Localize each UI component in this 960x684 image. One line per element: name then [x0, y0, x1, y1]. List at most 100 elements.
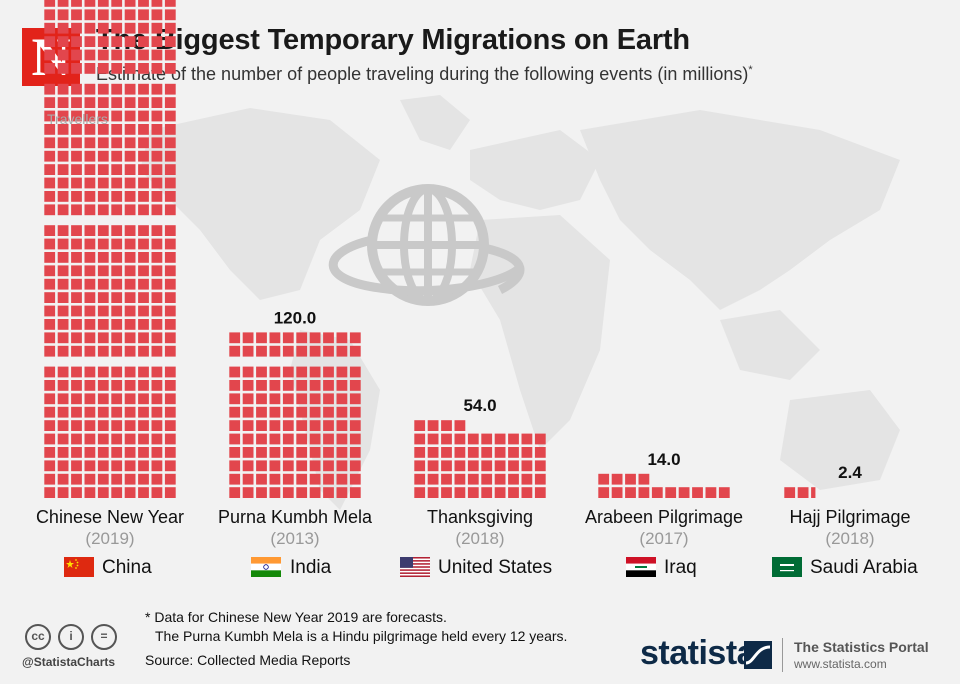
waffle-cell — [111, 177, 123, 189]
waffle-cell — [151, 110, 163, 122]
waffle-cell — [84, 447, 96, 458]
waffle-cell — [323, 473, 334, 485]
waffle-cell — [111, 473, 123, 485]
waffle-cell — [164, 9, 176, 21]
waffle-cell — [71, 447, 82, 458]
waffle-cell — [229, 366, 241, 378]
waffle-cell — [151, 433, 163, 445]
waffle-cell — [97, 366, 109, 378]
waffle-cell — [124, 0, 136, 7]
waffle-cell — [269, 345, 281, 357]
waffle-cell — [97, 265, 109, 277]
portal-title: The Statistics Portal — [794, 639, 929, 655]
waffle-cell — [71, 63, 82, 74]
waffle-cell — [111, 332, 123, 344]
waffle-cell — [625, 487, 636, 498]
waffle-cell — [71, 9, 82, 21]
footer-divider — [782, 638, 783, 672]
waffle-cell — [242, 460, 254, 472]
waffle-cell — [269, 447, 281, 458]
waffle-cell — [296, 433, 308, 445]
footnote-line-2: The Purna Kumbh Mela is a Hindu pilgrima… — [155, 628, 568, 644]
waffle-cell — [242, 345, 254, 357]
waffle-cell — [124, 345, 136, 357]
waffle-cell — [124, 204, 136, 216]
country-china: China — [102, 557, 152, 578]
waffle-cell — [97, 97, 109, 108]
waffle-cell — [151, 137, 163, 149]
waffle-cell — [242, 406, 254, 418]
waffle-cell — [494, 473, 506, 485]
waffle-cell — [138, 380, 149, 391]
waffle-cell — [242, 332, 254, 344]
waffle-cell — [124, 225, 136, 236]
waffle-cell — [44, 9, 56, 21]
waffle-cell — [611, 487, 623, 498]
waffle-cell — [138, 305, 149, 317]
waffle-cell — [111, 49, 123, 61]
waffle-cell — [71, 433, 82, 445]
waffle-cell — [111, 292, 123, 303]
waffle-cell — [71, 110, 82, 122]
waffle-cell — [296, 447, 308, 458]
waffle-cell — [57, 137, 69, 149]
waffle-cell — [71, 164, 82, 175]
waffle-cell — [57, 204, 69, 216]
waffle-cell — [44, 406, 56, 418]
category-label: Purna Kumbh Mela — [218, 507, 373, 527]
waffle-cell — [811, 487, 816, 498]
waffle-cell — [124, 433, 136, 445]
waffle-cell — [138, 225, 149, 236]
waffle-cell — [71, 83, 82, 95]
waffle-cell — [138, 124, 149, 135]
waffle-cell — [269, 393, 281, 405]
waffle-cell — [138, 83, 149, 95]
waffle-cell — [256, 473, 267, 485]
waffle-cell — [84, 278, 96, 290]
waffle-cell — [97, 164, 109, 175]
waffle-cell — [111, 137, 123, 149]
waffle-cell — [84, 0, 96, 7]
waffle-cell — [336, 447, 348, 458]
waffle-cell — [111, 487, 123, 498]
waffle-cell — [309, 393, 321, 405]
waffle-cell — [508, 473, 519, 485]
waffle-cell — [151, 36, 163, 47]
waffle-cell — [296, 393, 308, 405]
waffle-cell — [44, 36, 56, 47]
waffle-cell — [164, 36, 176, 47]
waffle-cell — [164, 319, 176, 330]
waffle-cell — [124, 191, 136, 202]
china-flag-icon — [64, 557, 94, 577]
waffle-cell — [57, 225, 69, 236]
waffle-cell — [111, 252, 123, 263]
waffle-cell — [296, 332, 308, 344]
year-label: (2017) — [639, 529, 688, 548]
waffle-cell — [534, 487, 546, 498]
waffle-cell — [349, 433, 361, 445]
globe-icon — [328, 184, 525, 306]
waffle-cell — [164, 473, 176, 485]
waffle-cell — [441, 447, 452, 458]
category-label: Arabeen Pilgrimage — [585, 507, 743, 527]
waffle-cell — [151, 9, 163, 21]
waffle-cell — [336, 420, 348, 431]
waffle-cell — [164, 433, 176, 445]
waffle-cell — [256, 393, 267, 405]
waffle-cell — [242, 487, 254, 498]
waffle-cell — [242, 366, 254, 378]
country-india: India — [290, 557, 332, 578]
waffle-cell — [481, 487, 493, 498]
waffle-cell — [336, 433, 348, 445]
waffle-cell — [164, 406, 176, 418]
waffle-cell — [84, 97, 96, 108]
waffle-cell — [138, 36, 149, 47]
waffle-cell — [97, 36, 109, 47]
waffle-cell — [124, 366, 136, 378]
waffle-cell — [229, 420, 241, 431]
waffle-cell — [71, 252, 82, 263]
waffle-cell — [44, 97, 56, 108]
waffle-cell — [111, 366, 123, 378]
waffle-cell — [296, 420, 308, 431]
waffle-cell — [57, 380, 69, 391]
